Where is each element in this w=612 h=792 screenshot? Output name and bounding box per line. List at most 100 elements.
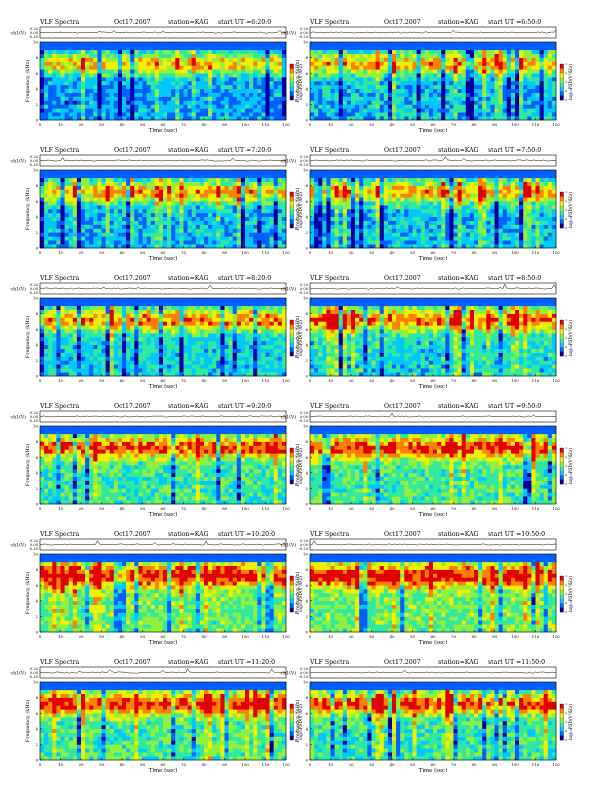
spectrogram-cell [101,81,106,86]
spectrogram-cell [457,228,462,233]
spectrogram-cell [535,77,540,82]
spectrogram-cell [138,73,143,78]
spectrogram-cell [171,177,176,182]
spectrogram-cell [126,228,131,233]
spectrogram-cell [265,232,270,237]
spectrogram-cell [101,42,106,47]
spectrogram-cell [355,61,360,66]
spectrogram-cell [85,173,90,179]
spectrogram-cell [506,232,512,237]
spectrogram-cell [48,81,53,86]
panel-start-ut: start UT =6:50:0 [488,19,541,26]
spectrogram-cell [449,201,454,206]
spectrogram-cell [322,65,327,70]
spectrogram-cell [93,53,98,58]
spectrogram-cell [322,177,327,182]
spectrogram-cell [175,73,180,78]
spectrogram-cell [371,81,376,86]
spectrogram-cell [469,112,475,117]
spectrogram-cell [387,88,393,93]
spectrogram-cell [433,212,438,218]
spectrogram-cell [183,170,188,175]
freq-tick-label: 6 [35,199,38,204]
spectrogram-cell [469,193,475,198]
spectrogram-cell [113,228,119,233]
spectrogram-cell [191,201,197,206]
spectrogram-cell [490,197,495,202]
colorbar-tick-label: -1 [295,62,298,66]
spectrogram-cell [449,92,454,97]
spectrogram-cell [204,181,209,186]
spectrogram-cell [416,61,421,66]
spectrogram-cell [240,45,246,51]
spectrogram-cell [117,185,123,190]
spectrogram-cell [318,65,323,70]
spectrogram-cell [392,45,397,51]
spectrogram-cell [150,69,156,74]
spectrogram-cell [310,104,315,109]
spectrogram-cell [48,45,53,51]
spectrogram-cell [93,177,98,182]
spectrogram-cell [134,189,139,194]
spectrogram-cell [134,205,139,210]
spectrogram-cell [515,244,520,249]
spectrogram-cell [383,224,389,229]
spectrogram-cell [474,177,479,182]
spectrogram-cell [183,224,188,229]
spectrogram-cell [478,244,483,249]
spectrogram-cell [408,96,413,101]
spectrogram-cell [334,112,339,117]
spectrogram-cell [326,189,331,194]
spectrogram-cell [490,177,495,182]
spectrogram-cell [199,216,205,221]
spectrogram-cell [334,108,339,113]
spectrogram-cell [199,116,205,121]
spectrogram-cell [506,45,512,51]
spectrogram-cell [441,112,446,117]
spectrogram-cell [261,42,266,47]
spectrogram-cell [117,96,123,101]
spectrogram-cell [346,84,352,90]
spectrogram-cell [461,205,467,210]
spectrogram-cell [68,81,74,86]
spectrogram-cell [408,69,413,74]
spectrogram-cell [142,116,147,121]
spectrogram-cell [101,236,106,241]
spectrogram-cell [138,88,143,93]
spectrogram-cell [404,201,409,206]
spectrogram-cell [543,65,549,70]
spectrogram-cell [138,77,143,82]
spectrogram-cell [416,100,421,105]
spectrogram-cell [269,96,274,101]
spectrogram-cell [465,88,471,93]
spectrogram-cell [506,108,512,113]
spectrogram-cell [428,116,434,121]
spectrogram-cell [220,177,225,182]
spectrogram-cell [351,236,356,241]
spectrogram-cell [465,228,471,233]
spectrogram-cell [486,209,491,214]
spectrogram-cell [109,45,115,51]
spectrogram-cell [249,185,254,190]
spectrogram-cell [44,73,49,78]
spectrogram-cell [138,42,143,47]
spectrogram-cell [416,173,421,179]
spectrogram-cell [457,81,462,86]
spectrogram-cell [216,193,221,198]
spectrogram-cell [204,228,209,233]
spectrogram-cell [245,193,250,198]
spectrogram-cell [228,69,233,74]
spectrogram-cell [387,216,393,221]
spectrogram-cell [44,96,49,101]
spectrogram-cell [68,100,74,105]
spectrogram-cell [437,57,442,62]
spectrogram-cell [510,232,516,237]
spectrogram-cell [277,61,283,66]
spectrogram-cell [400,84,405,90]
spectrogram-cell [482,84,487,90]
spectrogram-cell [330,189,335,194]
colorbar-swatch [290,214,294,220]
spectrogram-cell [265,81,270,86]
spectrogram-cell [191,185,197,190]
spectrogram-cell [326,108,331,113]
